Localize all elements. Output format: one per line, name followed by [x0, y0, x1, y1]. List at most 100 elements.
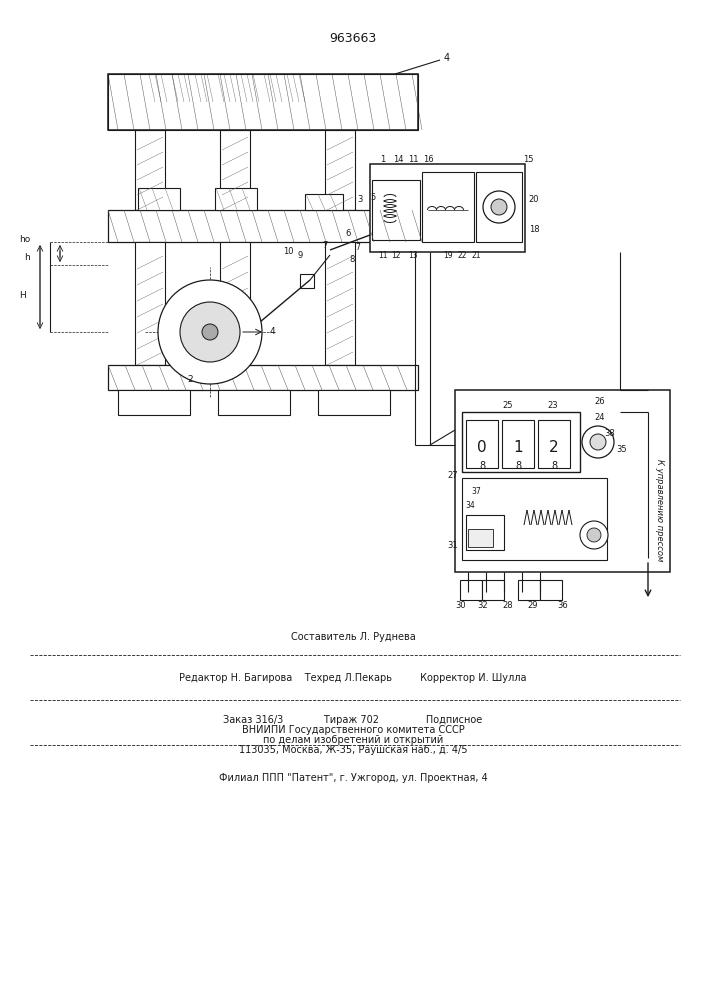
Bar — [305, 194, 343, 210]
Circle shape — [483, 191, 515, 223]
Text: 6: 6 — [345, 230, 351, 238]
Text: 2: 2 — [549, 440, 559, 454]
Text: 0: 0 — [477, 440, 487, 454]
Bar — [325, 242, 355, 365]
Text: 35: 35 — [617, 446, 627, 454]
Circle shape — [180, 302, 240, 362]
Bar — [118, 390, 190, 415]
Bar — [135, 130, 165, 210]
Text: Составитель Л. Руднева: Составитель Л. Руднева — [291, 632, 416, 642]
Text: 24: 24 — [595, 414, 605, 422]
Text: 8: 8 — [479, 461, 485, 471]
Text: d: d — [192, 322, 198, 332]
Bar — [240, 74, 261, 102]
Bar — [462, 412, 580, 472]
Text: 4: 4 — [444, 53, 450, 63]
Text: 16: 16 — [423, 155, 433, 164]
Bar — [220, 130, 250, 210]
Text: 12: 12 — [391, 251, 401, 260]
Text: 32: 32 — [478, 600, 489, 609]
Text: Редактор Н. Багирова    Техред Л.Пекарь         Корректор И. Шулла: Редактор Н. Багирова Техред Л.Пекарь Кор… — [180, 673, 527, 683]
Bar — [482, 580, 504, 600]
Text: Заказ 316/3             Тираж 702               Подписное: Заказ 316/3 Тираж 702 Подписное — [223, 715, 483, 725]
Text: 28: 28 — [503, 600, 513, 609]
Bar — [108, 210, 418, 242]
Text: 7: 7 — [356, 243, 361, 252]
Text: h: h — [24, 252, 30, 261]
Bar — [422, 172, 474, 242]
Text: 34: 34 — [465, 502, 475, 510]
Text: 5: 5 — [370, 194, 375, 202]
Text: 8: 8 — [349, 255, 355, 264]
Text: 29: 29 — [527, 600, 538, 609]
Text: 2: 2 — [187, 375, 193, 384]
Bar — [135, 242, 165, 365]
Bar — [263, 74, 284, 102]
Text: 7: 7 — [322, 240, 327, 249]
Bar — [462, 478, 607, 560]
Bar — [540, 580, 562, 600]
Text: 1: 1 — [380, 155, 385, 164]
Text: 8: 8 — [551, 461, 557, 471]
Bar — [466, 420, 498, 468]
Bar — [318, 390, 390, 415]
Text: 26: 26 — [595, 397, 605, 406]
Text: 23: 23 — [548, 400, 559, 410]
Text: 22: 22 — [457, 251, 467, 260]
Text: 11: 11 — [408, 155, 419, 164]
Bar — [217, 74, 238, 102]
Text: 19: 19 — [443, 251, 452, 260]
Text: 963663: 963663 — [329, 31, 377, 44]
Text: по делам изобретений и открытий: по делам изобретений и открытий — [263, 735, 443, 745]
Text: 113035, Москва, Ж-35, Раушская наб., д. 4/5: 113035, Москва, Ж-35, Раушская наб., д. … — [239, 745, 467, 755]
Text: ВНИИПИ Государственного комитета СССР: ВНИИПИ Государственного комитета СССР — [242, 725, 464, 735]
Text: 30: 30 — [456, 600, 467, 609]
Bar — [148, 74, 169, 102]
Text: 36: 36 — [558, 600, 568, 609]
Bar — [215, 188, 257, 210]
Circle shape — [202, 324, 218, 340]
Text: hо: hо — [19, 235, 30, 244]
Text: 3: 3 — [357, 196, 363, 205]
Bar — [518, 580, 540, 600]
Text: 13: 13 — [408, 251, 418, 260]
Text: 4: 4 — [269, 328, 275, 336]
Text: 8: 8 — [515, 461, 521, 471]
Bar — [220, 242, 250, 365]
Bar — [466, 515, 504, 550]
Text: 9: 9 — [298, 250, 303, 259]
Bar — [138, 188, 180, 210]
Bar — [538, 420, 570, 468]
Text: 15: 15 — [522, 155, 533, 164]
Text: 10: 10 — [283, 247, 293, 256]
Bar — [171, 74, 192, 102]
Bar — [372, 180, 420, 240]
Text: К управлению прессом: К управлению прессом — [655, 459, 665, 561]
Text: 11: 11 — [378, 251, 387, 260]
Text: H: H — [19, 290, 26, 300]
Bar — [286, 74, 307, 102]
Bar — [455, 390, 670, 572]
Text: 21: 21 — [472, 251, 481, 260]
Text: 37: 37 — [471, 488, 481, 496]
Circle shape — [491, 199, 507, 215]
Bar — [300, 274, 314, 288]
Circle shape — [582, 426, 614, 458]
Text: 31: 31 — [448, 540, 458, 550]
Text: 38: 38 — [604, 428, 615, 438]
Bar — [460, 580, 482, 600]
Bar — [194, 74, 215, 102]
Bar — [468, 529, 493, 547]
Circle shape — [587, 528, 601, 542]
Text: 18: 18 — [529, 226, 539, 234]
Text: 14: 14 — [393, 155, 403, 164]
Bar — [218, 390, 290, 415]
Bar — [108, 74, 418, 130]
Bar — [370, 164, 525, 252]
Text: 25: 25 — [503, 400, 513, 410]
Text: Филиал ППП "Патент", г. Ужгород, ул. Проектная, 4: Филиал ППП "Патент", г. Ужгород, ул. Про… — [218, 773, 487, 783]
Text: 20: 20 — [529, 196, 539, 205]
Bar — [108, 365, 418, 390]
Circle shape — [590, 434, 606, 450]
Bar — [476, 172, 522, 242]
